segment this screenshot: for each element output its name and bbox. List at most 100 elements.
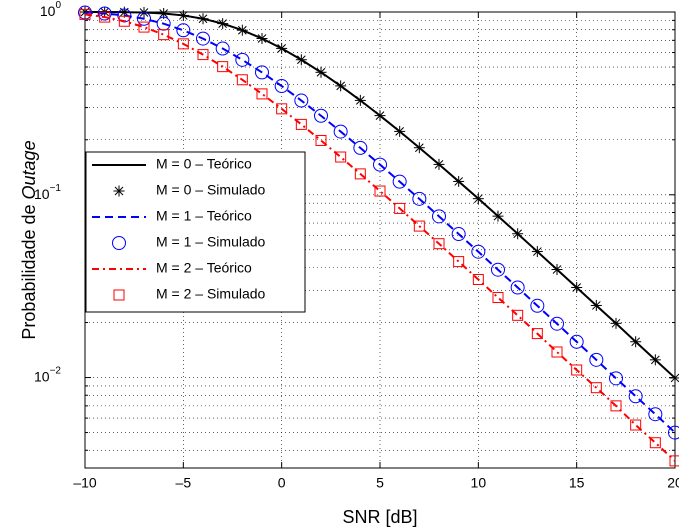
marker-square: [236, 74, 248, 86]
marker-circle: [353, 140, 368, 155]
marker-shape: [137, 11, 151, 26]
marker-square: [649, 437, 661, 449]
y-tick-label: 100: [40, 0, 62, 19]
marker-shape: [256, 88, 268, 100]
marker-shape: [113, 289, 125, 301]
marker-asterisk: [453, 175, 465, 187]
legend-box: [85, 151, 306, 313]
marker-asterisk: [113, 185, 125, 197]
marker-shape: [255, 65, 269, 80]
marker-shape: [512, 309, 524, 321]
marker-circle: [491, 262, 505, 277]
marker-stroke: [591, 301, 601, 310]
y-axis-label-text: Probabilidade de: [19, 204, 39, 339]
y-tick-base: 10: [40, 3, 56, 19]
marker-square: [453, 256, 465, 268]
marker-shape: [118, 15, 130, 27]
marker-stroke: [296, 55, 306, 65]
marker-asterisk: [276, 42, 288, 54]
marker-circle: [589, 352, 604, 367]
marker-asterisk: [630, 336, 642, 348]
marker-circle: [510, 280, 525, 295]
marker-circle: [314, 108, 328, 123]
y-tick-exponent: 0: [55, 0, 61, 11]
marker-shape: [472, 273, 484, 285]
marker-circle: [274, 79, 289, 94]
marker-square: [217, 61, 229, 73]
marker-shape: [197, 49, 209, 61]
marker-shape: [610, 400, 622, 412]
marker-square: [394, 202, 406, 214]
marker-asterisk: [256, 33, 268, 45]
marker-shape: [510, 280, 525, 295]
marker-square: [610, 400, 622, 412]
marker-square: [531, 328, 543, 340]
x-tick-label: 20: [667, 475, 679, 491]
marker-shape: [648, 407, 663, 422]
x-tick-label: 0: [278, 475, 286, 491]
marker-asterisk: [335, 80, 347, 92]
marker-asterisk: [512, 228, 524, 240]
marker-shape: [530, 298, 545, 313]
marker-stroke: [336, 81, 346, 91]
marker-shape: [156, 16, 171, 31]
marker-asterisk: [394, 125, 406, 137]
marker-asterisk: [590, 299, 602, 311]
marker-square: [512, 309, 524, 321]
marker-square: [571, 364, 583, 376]
marker-stroke: [532, 247, 542, 256]
marker-shape: [99, 11, 111, 23]
marker-shape: [412, 191, 427, 206]
marker-shape: [432, 209, 446, 224]
x-tick-label: 10: [471, 475, 487, 491]
marker-asterisk: [649, 354, 661, 366]
marker-asterisk: [472, 193, 484, 205]
marker-asterisk: [669, 372, 679, 384]
marker-stroke: [572, 283, 582, 292]
marker-circle: [294, 93, 309, 108]
marker-shape: [315, 134, 327, 146]
marker-shape: [295, 118, 307, 130]
marker-asterisk: [551, 264, 563, 276]
x-tick-label: 15: [569, 475, 585, 491]
y-tick-label: 10−2: [34, 365, 61, 384]
x-tick-label: 5: [376, 475, 384, 491]
marker-circle: [373, 157, 387, 172]
marker-stroke: [611, 318, 621, 328]
marker-shape: [394, 202, 406, 214]
marker-square: [433, 238, 445, 250]
marker-shape: [79, 8, 91, 20]
marker-circle: [648, 407, 663, 422]
marker-circle: [112, 236, 126, 250]
marker-square: [669, 455, 679, 467]
marker-asterisk: [492, 210, 504, 222]
marker-shape: [314, 108, 328, 123]
y-tick-base: 10: [34, 185, 50, 201]
marker-stroke: [316, 67, 326, 77]
marker-square: [315, 134, 327, 146]
marker-circle: [550, 316, 564, 331]
marker-shape: [138, 21, 150, 33]
marker-stroke: [395, 127, 405, 136]
marker-shape: [217, 61, 229, 73]
marker-circle: [668, 425, 679, 440]
marker-shape: [609, 371, 623, 386]
marker-stroke: [414, 143, 424, 153]
marker-stroke: [257, 34, 267, 43]
marker-square: [374, 185, 386, 197]
marker-square: [413, 220, 425, 232]
marker-shape: [669, 455, 679, 467]
marker-asterisk: [177, 9, 189, 21]
marker-circle: [176, 23, 191, 38]
legend-label: M = 1 – Simulado: [156, 234, 266, 250]
legend-label: M = 1 – Teórico: [156, 208, 252, 224]
x-tick-label: –5: [176, 475, 192, 491]
marker-square: [354, 168, 366, 180]
marker-circle: [530, 298, 545, 313]
marker-shape: [236, 74, 248, 86]
marker-stroke: [650, 355, 660, 365]
x-axis-label: SNR [dB]: [342, 507, 417, 527]
marker-shape: [373, 157, 387, 172]
marker-asterisk: [413, 142, 425, 154]
y-tick-exponent: −1: [50, 182, 62, 193]
